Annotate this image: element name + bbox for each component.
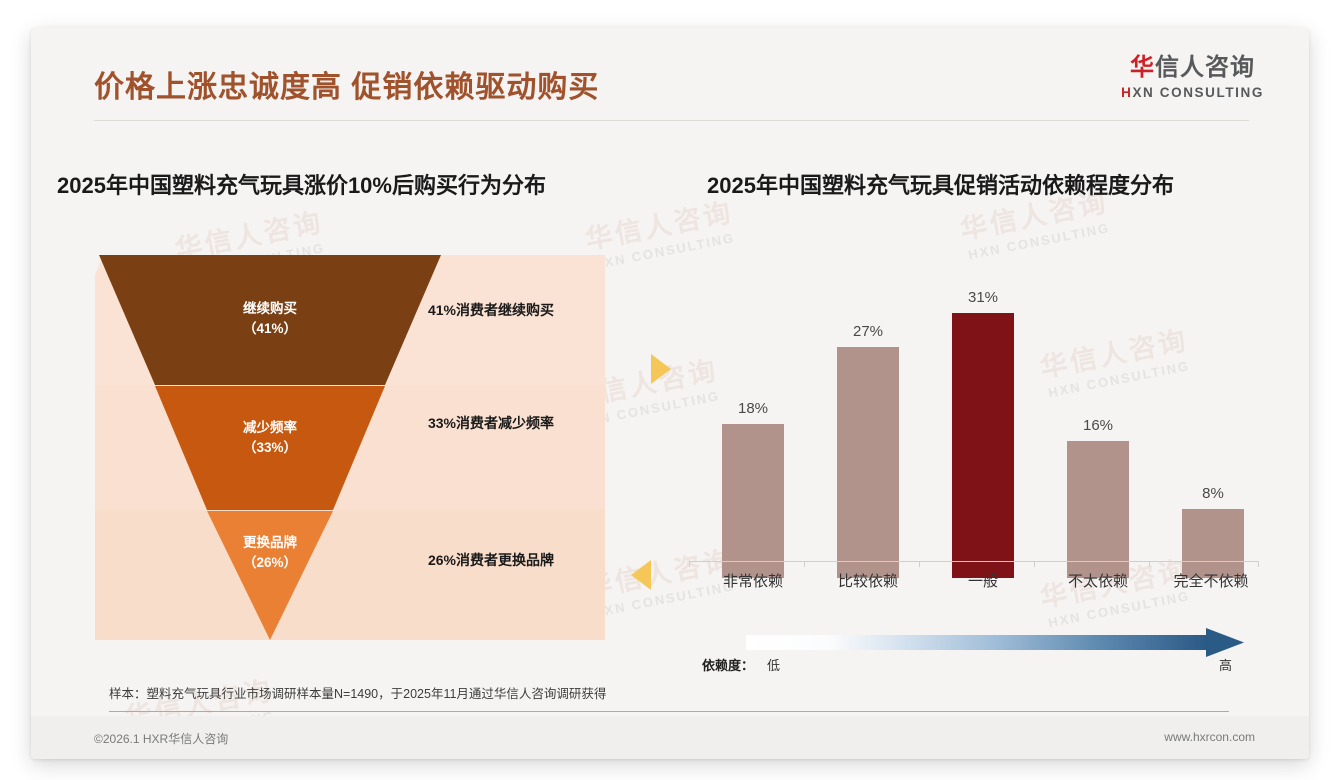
funnel-stage-label-3: 更换品牌 （26%）	[243, 533, 297, 572]
title-divider	[94, 120, 1249, 121]
gradient-arrowhead	[1206, 628, 1244, 657]
watermark-cn: 华信人咨询	[582, 197, 736, 256]
logo-en-rest: XN CONSULTING	[1132, 85, 1264, 101]
funnel-stage-name-1: 继续购买	[243, 301, 297, 316]
funnel-stage-value-1: （41%）	[242, 320, 298, 336]
watermark-en: HXN CONSULTING	[591, 229, 737, 273]
slide-card: 华信人咨询 HXN CONSULTING 华信人咨询 HXN CONSULTIN…	[31, 28, 1309, 759]
funnel-annotation-1: 41%消费者继续购买	[427, 302, 555, 318]
axis-tick	[1258, 561, 1259, 567]
logo-en-red: H	[1121, 85, 1133, 101]
axis-tick	[919, 561, 920, 567]
gradient-bar	[746, 635, 1206, 650]
bar-value-0: 18%	[737, 400, 769, 417]
triangle-right-icon	[651, 354, 671, 384]
company-logo: 华信人咨询 HXN CONSULTING	[1121, 54, 1264, 100]
funnel-stage-1	[99, 255, 441, 385]
right-chart-title: 2025年中国塑料充气玩具促销活动依赖程度分布	[707, 173, 1174, 198]
category-label-4: 完全不依赖	[1173, 573, 1249, 590]
copyright-text: ©2026.1 HXR华信人咨询	[94, 732, 229, 746]
bar-rect-1	[837, 347, 899, 578]
funnel-stage-name-3: 更换品牌	[243, 535, 297, 550]
bar-column-3: 16%	[1052, 278, 1144, 578]
bar-column-4: 8%	[1167, 278, 1259, 578]
funnel-stage-name-2: 减少频率	[243, 420, 297, 435]
left-chart-title: 2025年中国塑料充气玩具涨价10%后购买行为分布	[57, 173, 546, 198]
logo-cn-gray: 信人咨询	[1155, 54, 1256, 81]
funnel-stage-label-2: 减少频率 （33%）	[243, 418, 297, 457]
slide-header: 价格上涨忠诚度高 促销依赖驱动购买 华信人咨询 HXN CONSULTING	[31, 28, 1309, 122]
legend-caption: 依赖度：	[702, 658, 755, 673]
category-label-2: 一般	[967, 573, 998, 590]
funnel-stage-label-1: 继续购买 （41%）	[243, 299, 297, 338]
bar-value-2: 31%	[967, 289, 999, 306]
axis-tick	[689, 561, 690, 567]
funnel-stage-3	[207, 511, 333, 640]
gradient-arrow-svg	[746, 628, 1244, 657]
category-label-1: 比较依赖	[837, 573, 898, 590]
funnel-svg	[95, 255, 605, 640]
funnel-chart: 继续购买 （41%） 减少频率 （33%） 更换品牌 （26%） 41%消费者继…	[95, 255, 605, 640]
dependency-bar-chart: 18% 27% 31% 16% 8%	[689, 278, 1269, 578]
funnel-stage-value-2: （33%）	[242, 439, 298, 455]
funnel-annotation-2: 33%消费者减少频率	[427, 415, 555, 431]
axis-tick	[1149, 561, 1150, 567]
website-text[interactable]: www.hxrcon.com	[1164, 730, 1255, 744]
logo-chinese-text: 华信人咨询	[1121, 54, 1264, 81]
legend-high-label: 高	[1219, 658, 1233, 673]
funnel-corner-mask	[95, 255, 103, 275]
category-label-0: 非常依赖	[722, 573, 783, 590]
bar-column-0: 18%	[707, 278, 799, 578]
bar-rect-0	[722, 424, 784, 578]
watermark: 华信人咨询 HXN CONSULTING	[583, 196, 740, 274]
watermark-en: HXN CONSULTING	[966, 219, 1112, 263]
bar-column-2: 31%	[937, 278, 1029, 578]
logo-cn-red: 华	[1130, 54, 1156, 81]
source-footnote: 样本：塑料充气玩具行业市场调研样本量N=1490，于2025年11月通过华信人咨…	[109, 683, 1229, 712]
funnel-band-3	[95, 510, 605, 640]
page-title: 价格上涨忠诚度高 促销依赖驱动购买	[94, 71, 600, 104]
bar-value-1: 27%	[852, 323, 884, 340]
triangle-left-icon	[631, 560, 651, 590]
bar-rect-4	[1182, 509, 1244, 578]
bar-value-4: 8%	[1202, 485, 1224, 502]
funnel-stage-value-3: （26%）	[242, 554, 298, 570]
funnel-annotation-3: 26%消费者更换品牌	[427, 552, 555, 568]
axis-tick	[804, 561, 805, 567]
bar-value-3: 16%	[1082, 417, 1114, 434]
slide-footer: ©2026.1 HXR华信人咨询 www.hxrcon.com	[31, 716, 1309, 759]
logo-english-text: HXN CONSULTING	[1121, 85, 1264, 100]
category-label-3: 不太依赖	[1067, 573, 1128, 590]
dependency-gradient-legend: 依赖度： 低 高	[691, 623, 1271, 683]
legend-low-label: 低	[767, 658, 781, 673]
bar-column-1: 27%	[822, 278, 914, 578]
axis-tick	[1034, 561, 1035, 567]
funnel-stage-2	[155, 386, 385, 510]
bar-rect-3	[1067, 441, 1129, 578]
bar-rect-2	[952, 313, 1014, 578]
bar-chart-axis	[689, 561, 1258, 562]
